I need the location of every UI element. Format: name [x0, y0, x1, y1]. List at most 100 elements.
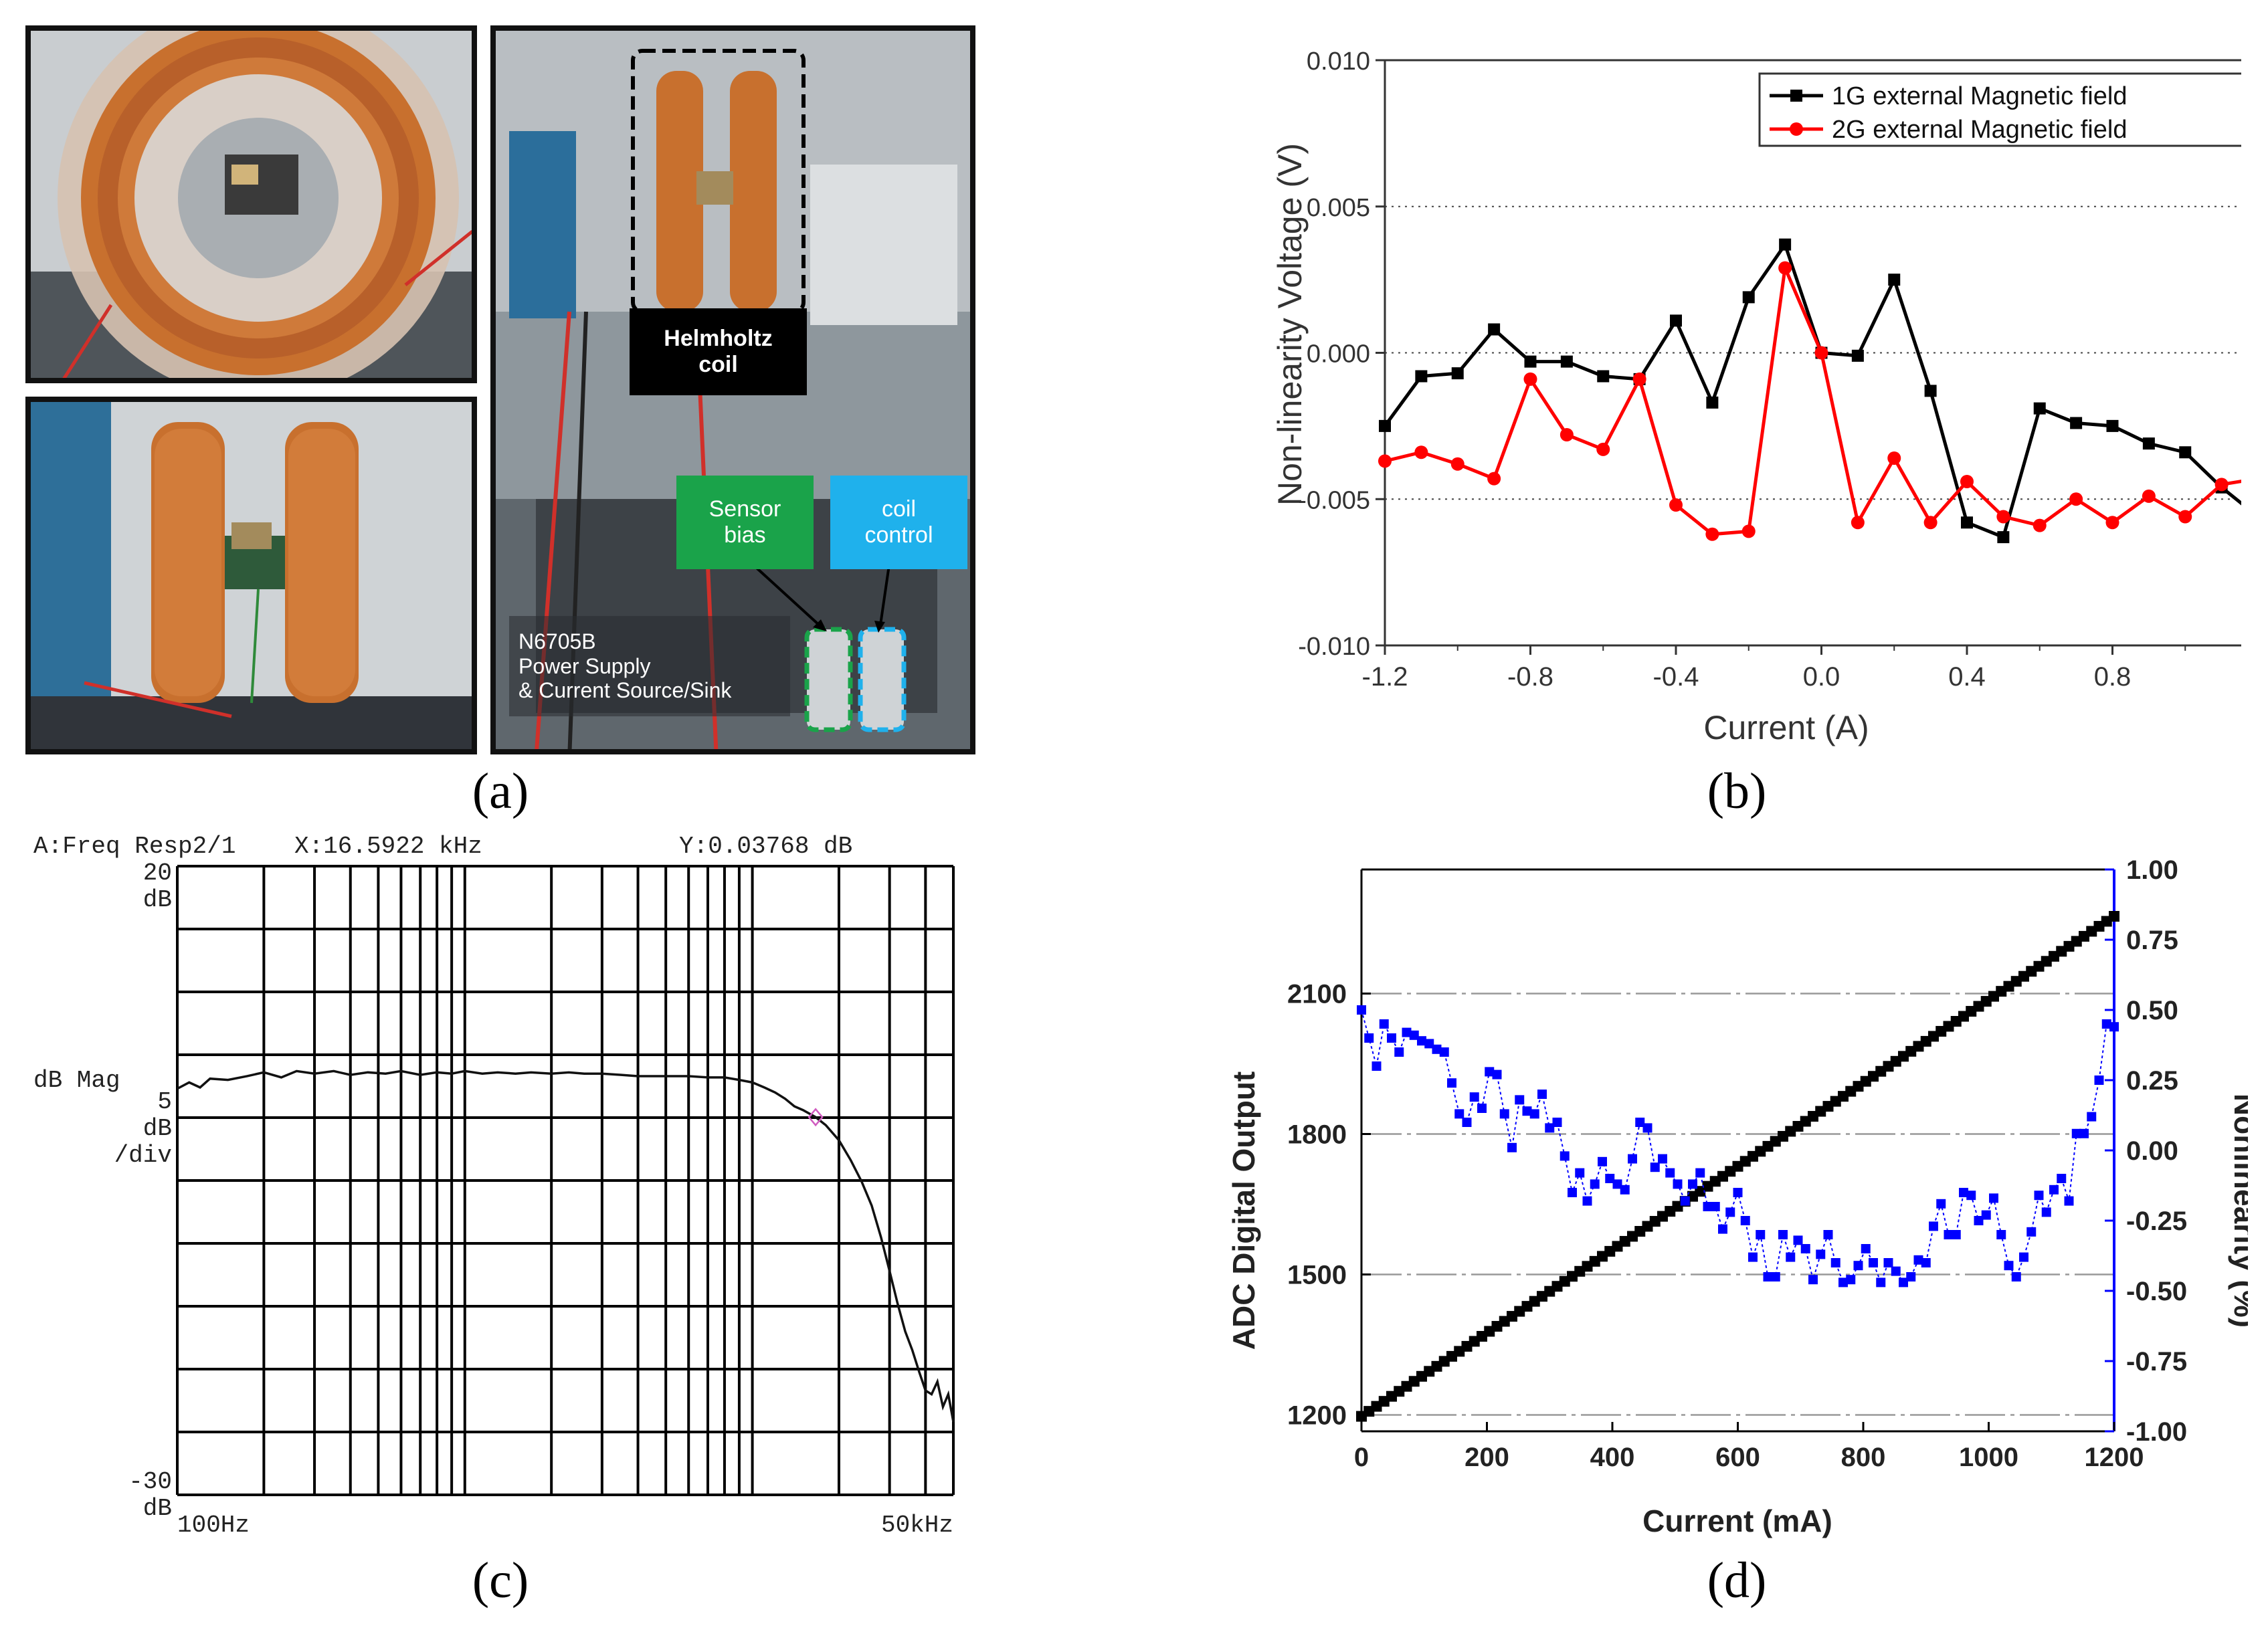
chart-d-nonlinearity-point: [1718, 1224, 1727, 1234]
chart-d-nonlinearity-point: [1537, 1090, 1547, 1099]
chart-d-adc-nonlinearity: 0 200 400 600 800 1000 1200 2100 1800 1500 1200 1.0…: [1226, 855, 2248, 1538]
chart-b-point-1g: [1415, 370, 1428, 383]
chart-b-point-2g: [1705, 527, 1719, 541]
chart-b-point-2g: [1669, 498, 1683, 512]
chart-d-nonlinearity-point: [1770, 1272, 1780, 1281]
chart-b-x-tick-label: -0.4: [1653, 662, 1699, 692]
chart-d-nonlinearity-point: [1364, 1033, 1374, 1043]
chart-b-point-1g: [1670, 314, 1682, 327]
chart-d-nonlinearity-point: [1876, 1277, 1886, 1288]
chart-b-point-2g: [1560, 428, 1574, 441]
chart-b-point-1g: [1997, 531, 2010, 544]
chart-d-nonlinearity-point: [1899, 1277, 1908, 1288]
chart-b-point-2g: [1450, 457, 1464, 471]
chart-d-nonlinearity-point: [1808, 1275, 1818, 1285]
chart-d-nonlinearity-point: [1522, 1106, 1532, 1116]
chart-b-point-1g: [1451, 367, 1464, 380]
chart-d-y-left-tick-label: 2100: [1287, 980, 1347, 1009]
chart-d-nonlinearity-point: [2087, 1112, 2097, 1122]
chart-d-nonlinearity-point: [1695, 1168, 1705, 1178]
chart-c-header-x: X:16.5922 kHz: [294, 833, 482, 860]
caption-d: (d): [1707, 1552, 1767, 1609]
helmholtz-coil-label: Helmholtz coil: [630, 308, 807, 395]
chart-c-x-end-label: 50kHz: [881, 1512, 953, 1539]
chart-d-nonlinearity-point: [1605, 1174, 1615, 1183]
chart-b-point-2g: [1632, 372, 1646, 386]
caption-c: (c): [472, 1552, 529, 1609]
chart-d-nonlinearity-point: [1394, 1047, 1404, 1057]
chart-b-point-2g: [2142, 489, 2156, 503]
chart-d-nonlinearity-point: [1786, 1252, 1796, 1262]
chart-d-nonlinearity-point: [1823, 1230, 1833, 1239]
chart-d-nonlinearity-point: [2011, 1272, 2021, 1281]
chart-b-point-1g: [1742, 291, 1755, 304]
chart-d-y-right-tick-label: -0.25: [2126, 1207, 2187, 1236]
power-supply-label: N6705B Power Supply & Current Source/Sin…: [509, 616, 790, 716]
chart-d-nonlinearity-point: [1996, 1230, 2006, 1239]
chart-d-nonlinearity-point: [1439, 1047, 1449, 1057]
chart-d-nonlinearity-point: [1756, 1230, 1766, 1239]
chart-c-y-mid-label: dB Mag: [33, 1067, 120, 1094]
chart-d-nonlinearity-point: [1778, 1230, 1788, 1239]
chart-b-point-2g: [1923, 516, 1938, 530]
chart-d-nonlinearity-point: [1560, 1151, 1570, 1161]
chart-b-point-2g: [2069, 492, 2083, 506]
chart-d-x-tick-label: 200: [1464, 1443, 1509, 1472]
chart-b-y-tick-label: -0.005: [1298, 486, 1370, 514]
chart-d-y-right-tick-label: 0.25: [2126, 1066, 2178, 1096]
chart-b-legend-label: 2G external Magnetic field: [1832, 116, 2127, 144]
chart-d-nonlinearity-point: [1906, 1272, 1916, 1281]
chart-c-header-left: A:Freq Resp2/1: [33, 833, 235, 860]
chart-d-nonlinearity-point: [1454, 1109, 1464, 1119]
chart-b-point-1g: [2033, 402, 2046, 415]
chart-d-y-right-tick-label: -0.50: [2126, 1277, 2187, 1306]
chart-d-nonlinearity-point: [1485, 1067, 1495, 1077]
chart-c-header-y: Y:0.03768 dB: [679, 833, 852, 860]
chart-d-nonlinearity-point: [1883, 1258, 1893, 1267]
chart-d-x-tick-label: 400: [1590, 1443, 1635, 1472]
chart-c-y-scale-label: /div: [114, 1142, 172, 1169]
chart-c-y-scale-label: dB: [143, 1115, 172, 1142]
chart-d-nonlinearity-point: [1492, 1069, 1502, 1080]
chart-b-point-1g: [1961, 516, 1973, 529]
coil-control-label: coil control: [830, 476, 967, 569]
chart-c-y-scale-label: 5: [157, 1088, 172, 1116]
chart-d-nonlinearity-point: [1688, 1179, 1697, 1189]
sensor-bias-label: Sensor bias: [676, 476, 814, 569]
chart-d-nonlinearity-point: [1793, 1235, 1803, 1245]
chart-c-x-start-label: 100Hz: [177, 1512, 250, 1539]
chart-d-nonlinearity-point: [1447, 1078, 1456, 1088]
chart-b-point-2g: [2105, 516, 2119, 530]
chart-b-point-2g: [1741, 524, 1756, 538]
chart-d-nonlinearity-point: [1402, 1027, 1412, 1037]
chart-d-x-tick-label: 800: [1841, 1443, 1886, 1472]
panel-a: Helmholtz coil Sensor bias coil control …: [25, 25, 975, 754]
caption-a: (a): [472, 763, 529, 819]
chart-b-x-tick-label: -1.2: [1362, 662, 1408, 692]
chart-d-nonlinearity-point: [1507, 1142, 1517, 1152]
chart-c-frequency-response: A:Freq Resp2/1 X:16.5922 kHz Y:0.03768 d…: [33, 833, 955, 1539]
chart-d-y-right-tick-label: 1.00: [2126, 855, 2178, 885]
chart-b-point-1g: [1851, 349, 1864, 362]
photo-coil-side: [25, 397, 477, 754]
chart-d-nonlinearity-point: [2026, 1227, 2037, 1237]
chart-d-nonlinearity-point: [1869, 1258, 1878, 1267]
chart-c-y-bottom-label: dB: [143, 1495, 172, 1522]
chart-b-point-2g: [1851, 516, 1865, 530]
chart-d-nonlinearity-point: [1733, 1188, 1743, 1197]
chart-d-nonlinearity-point: [1740, 1216, 1750, 1225]
chart-c-y-top-label: 20: [143, 859, 172, 887]
chart-b-point-2g: [1778, 261, 1792, 275]
chart-b-point-1g: [1779, 238, 1792, 251]
chart-d-nonlinearity-point: [1665, 1168, 1675, 1178]
chart-d-nonlinearity-point: [1357, 1005, 1366, 1015]
chart-d-nonlinearity-point: [1628, 1154, 1637, 1164]
chart-d-nonlinearity-point: [1981, 1210, 1991, 1220]
chart-d-nonlinearity-point: [1568, 1188, 1577, 1197]
chart-d-y-left-label: ADC Digital Output: [1226, 1071, 1261, 1350]
chart-c-y-bottom-label: -30: [128, 1468, 172, 1496]
chart-b-x-tick-label: 0.4: [1948, 662, 1986, 692]
chart-b-point-1g: [1488, 323, 1501, 336]
chart-d-nonlinearity-point: [2041, 1207, 2051, 1217]
chart-d-y-right-tick-label: -0.75: [2126, 1347, 2187, 1376]
